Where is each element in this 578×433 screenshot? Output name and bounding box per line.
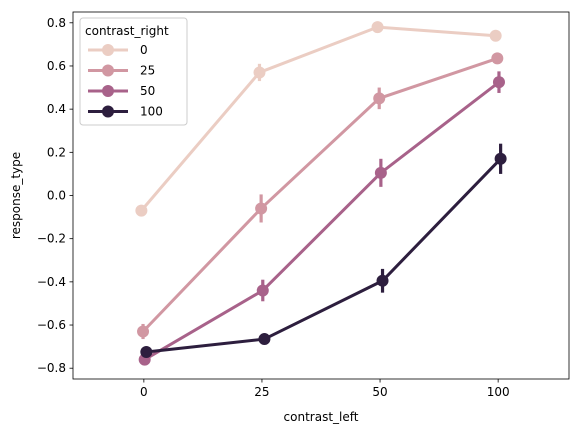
data-point bbox=[140, 346, 153, 359]
y-axis: −0.8 −0.6 −0.4 −0.2 0.0 0.2 0.4 0.6 0.8 bbox=[37, 16, 73, 375]
data-point bbox=[494, 152, 507, 165]
x-tick-label: 100 bbox=[487, 385, 510, 399]
y-tick-label: 0.4 bbox=[47, 102, 66, 116]
data-point bbox=[135, 204, 148, 217]
data-point bbox=[253, 66, 266, 79]
legend-label: 50 bbox=[140, 84, 155, 98]
data-point bbox=[371, 21, 384, 34]
data-point bbox=[374, 166, 387, 179]
y-tick-label: 0.2 bbox=[47, 145, 66, 159]
x-axis: 0 25 50 100 bbox=[140, 379, 510, 399]
series-25 bbox=[137, 52, 504, 340]
data-point bbox=[258, 333, 271, 346]
legend-label: 100 bbox=[140, 105, 163, 119]
series-layer bbox=[135, 21, 507, 366]
data-point bbox=[491, 52, 504, 65]
legend-items: 0 25 50 100 bbox=[88, 43, 163, 119]
legend-title: contrast_right bbox=[85, 24, 169, 38]
legend-swatch-marker bbox=[102, 105, 114, 118]
y-tick-label: −0.8 bbox=[37, 361, 66, 375]
series-50 bbox=[138, 71, 505, 366]
data-point bbox=[255, 202, 268, 215]
x-tick-label: 25 bbox=[254, 385, 269, 399]
legend-label: 0 bbox=[140, 43, 148, 57]
series-line bbox=[146, 157, 502, 354]
data-point bbox=[489, 29, 502, 42]
series-0 bbox=[135, 21, 502, 217]
legend-swatch-marker bbox=[102, 44, 114, 56]
y-axis-label: response_type bbox=[9, 152, 23, 239]
data-point bbox=[137, 325, 150, 338]
y-tick-label: 0.6 bbox=[47, 59, 66, 73]
data-point bbox=[376, 274, 389, 287]
x-tick-label: 50 bbox=[372, 385, 387, 399]
x-axis-label: contrast_left bbox=[284, 410, 359, 424]
legend-swatch-marker bbox=[102, 85, 114, 97]
y-tick-label: −0.2 bbox=[37, 232, 66, 246]
legend-swatch-marker bbox=[102, 64, 114, 77]
data-point bbox=[256, 284, 269, 297]
legend: contrast_right 0 25 50 100 bbox=[79, 17, 188, 126]
series-line bbox=[143, 80, 500, 361]
y-tick-label: −0.6 bbox=[37, 318, 66, 332]
series-line bbox=[141, 56, 498, 333]
series-100 bbox=[140, 143, 507, 359]
plot-area bbox=[72, 11, 570, 380]
y-tick-label: 0.8 bbox=[47, 16, 66, 30]
y-tick-label: 0.0 bbox=[47, 189, 66, 203]
data-point bbox=[373, 92, 386, 105]
y-tick-label: −0.4 bbox=[37, 275, 66, 289]
series-line bbox=[140, 25, 496, 212]
data-point bbox=[492, 76, 505, 89]
legend-label: 25 bbox=[140, 64, 155, 78]
x-tick-label: 0 bbox=[140, 385, 148, 399]
